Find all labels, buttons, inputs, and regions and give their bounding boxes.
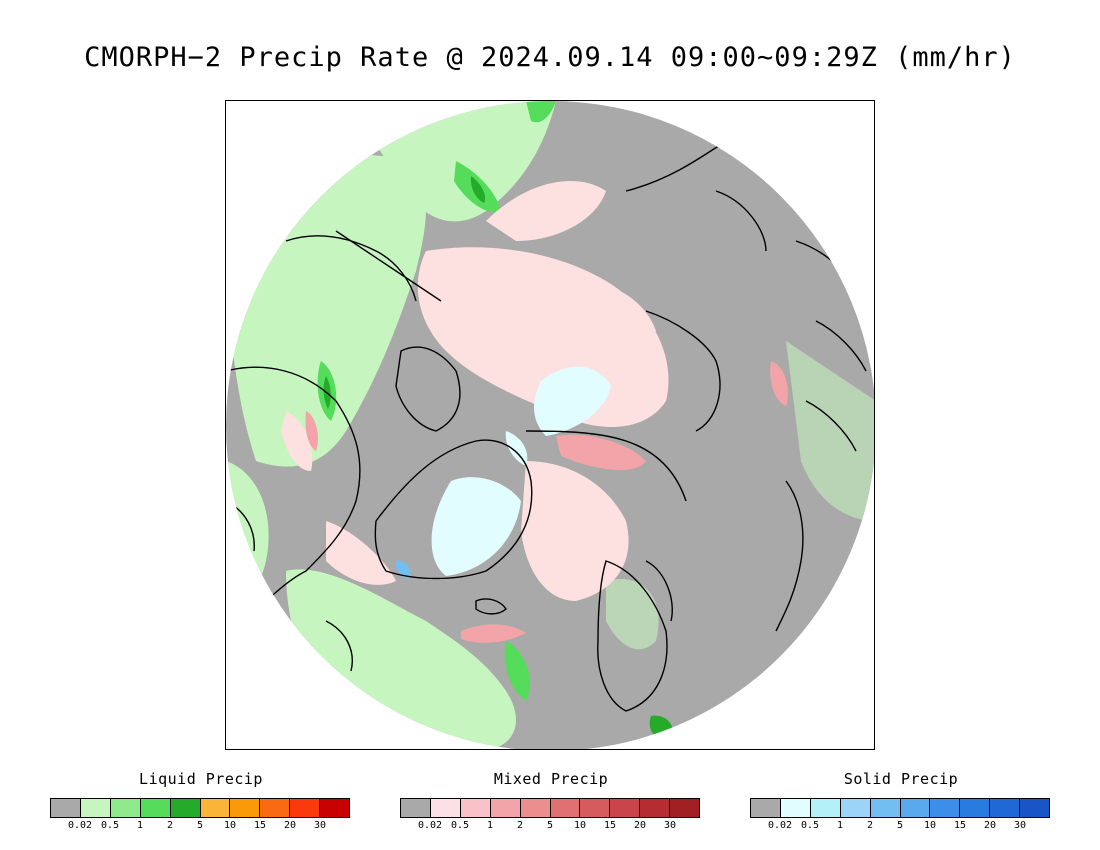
legend-swatch (990, 799, 1021, 817)
legend-tick: 15 (253, 820, 267, 831)
legend-swatch (51, 799, 81, 817)
legend-tick: 5 (546, 820, 554, 831)
legend-swatch (520, 799, 551, 817)
legend-tick: 0.5 (450, 820, 470, 831)
legend-solid: Solid Precip 0.02 0.5 1 2 5 10 15 20 30 (750, 770, 1052, 834)
legend-mixed-ticks: 0.02 0.5 1 2 5 10 15 20 30 (400, 820, 702, 834)
legend-swatch (580, 799, 611, 817)
polar-map (225, 100, 875, 750)
legend-tick: 0.02 (767, 820, 793, 831)
legend-liquid-colorbar (50, 798, 350, 818)
solid-precip-moderate (395, 560, 411, 579)
legend-swatch (260, 799, 291, 817)
legend-solid-colorbar (750, 798, 1050, 818)
legend-swatch (200, 799, 231, 817)
legend-tick: 10 (923, 820, 937, 831)
legend-swatch (670, 799, 700, 817)
legend-solid-title: Solid Precip (843, 770, 959, 788)
legend-swatch (80, 799, 111, 817)
legend-mixed-colorbar (400, 798, 700, 818)
legend-solid-ticks: 0.02 0.5 1 2 5 10 15 20 30 (750, 820, 1052, 834)
legend-mixed: Mixed Precip 0.02 0.5 1 2 5 10 15 20 30 (400, 770, 702, 834)
legend-tick: 30 (663, 820, 677, 831)
legend-swatch (930, 799, 961, 817)
legend-swatch (751, 799, 781, 817)
mixed-precip-areas (281, 181, 669, 601)
mixed-precip-moderate (305, 361, 788, 643)
legend-tick: 1 (136, 820, 144, 831)
legend-tick: 15 (603, 820, 617, 831)
legend-tick: 30 (1013, 820, 1027, 831)
legend-swatch (170, 799, 201, 817)
legend-swatch (401, 799, 431, 817)
legend-tick: 20 (983, 820, 997, 831)
legend-mixed-title: Mixed Precip (493, 770, 609, 788)
legend-swatch (640, 799, 671, 817)
legend-liquid-title: Liquid Precip (139, 770, 263, 788)
legend-tick: 30 (313, 820, 327, 831)
legend-tick: 2 (866, 820, 874, 831)
legend-tick: 10 (573, 820, 587, 831)
legend-tick: 1 (836, 820, 844, 831)
legend-swatch (780, 799, 811, 817)
precip-map-canvas (226, 101, 874, 749)
legend-swatch (610, 799, 641, 817)
legend-swatch (810, 799, 841, 817)
legend-swatch (460, 799, 491, 817)
legend-tick: 0.02 (67, 820, 93, 831)
legend-swatch (960, 799, 991, 817)
legend-swatch (140, 799, 171, 817)
legend-swatch (490, 799, 521, 817)
legend-tick: 10 (223, 820, 237, 831)
legend-swatch (1020, 799, 1050, 817)
legend-tick: 0.5 (100, 820, 120, 831)
legend-tick: 15 (953, 820, 967, 831)
legend-tick: 0.02 (417, 820, 443, 831)
legend-tick: 2 (516, 820, 524, 831)
legend-swatch (900, 799, 931, 817)
legend-swatch (430, 799, 461, 817)
legend-liquid: Liquid Precip 0.02 0.5 1 2 5 10 15 20 30 (50, 770, 352, 834)
legend-liquid-ticks: 0.02 0.5 1 2 5 10 15 20 30 (50, 820, 352, 834)
legend-swatch (840, 799, 871, 817)
legend-tick: 20 (633, 820, 647, 831)
legend-swatch (870, 799, 901, 817)
map-title: CMORPH−2 Precip Rate @ 2024.09.14 09:00~… (84, 42, 1016, 73)
legend-tick: 5 (196, 820, 204, 831)
legend-swatch (550, 799, 581, 817)
legend-swatch (320, 799, 350, 817)
legend-tick: 1 (486, 820, 494, 831)
legend-tick: 0.5 (800, 820, 820, 831)
legend-tick: 5 (896, 820, 904, 831)
legend-tick: 20 (283, 820, 297, 831)
legend-swatch (110, 799, 141, 817)
legend-swatch (230, 799, 261, 817)
legend-tick: 2 (166, 820, 174, 831)
legend-swatch (290, 799, 321, 817)
